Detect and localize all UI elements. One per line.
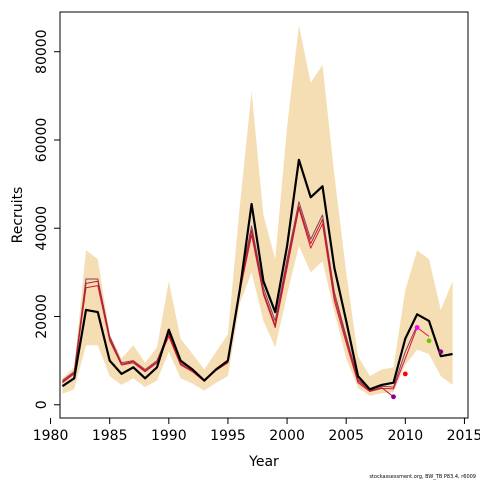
x-tick-label: 1990	[151, 428, 187, 444]
plot-area	[61, 25, 453, 400]
x-axis: 1980 1985 1990 1995 2000 2005 2010 2015	[33, 418, 480, 444]
x-tick-label: 2010	[388, 428, 424, 444]
x-tick-label: 2005	[328, 428, 364, 444]
plot-frame	[59, 11, 469, 419]
x-tick-label: 2000	[269, 428, 305, 444]
x-tick-label: 1985	[92, 428, 128, 444]
y-axis: 0 20000 40000 60000 80000	[34, 29, 60, 409]
y-tick-label: 20000	[34, 294, 50, 339]
x-tick-label: 1980	[33, 428, 69, 444]
confidence-band	[62, 25, 453, 396]
y-tick-label: 80000	[34, 29, 50, 74]
x-tick-label: 2015	[447, 428, 480, 444]
endpoint-marker	[391, 394, 396, 400]
endpoint-marker	[414, 325, 420, 330]
endpoint-marker	[426, 338, 432, 344]
footnote: stockassessment.org, BW_TB P83.4, r6009	[369, 474, 476, 480]
y-axis-title: Recruits	[10, 187, 26, 244]
series-line-retro-1	[62, 207, 430, 392]
y-tick-label: 0	[34, 400, 50, 409]
x-axis-title: Year	[248, 454, 279, 470]
x-tick-label: 1995	[210, 428, 246, 444]
series-line-main	[61, 158, 453, 391]
endpoint-marker	[402, 371, 408, 377]
y-tick-label: 60000	[34, 118, 50, 163]
endpoint-marker	[438, 349, 444, 355]
y-tick-label: 40000	[34, 206, 50, 251]
series-line-retro-3	[62, 205, 394, 398]
